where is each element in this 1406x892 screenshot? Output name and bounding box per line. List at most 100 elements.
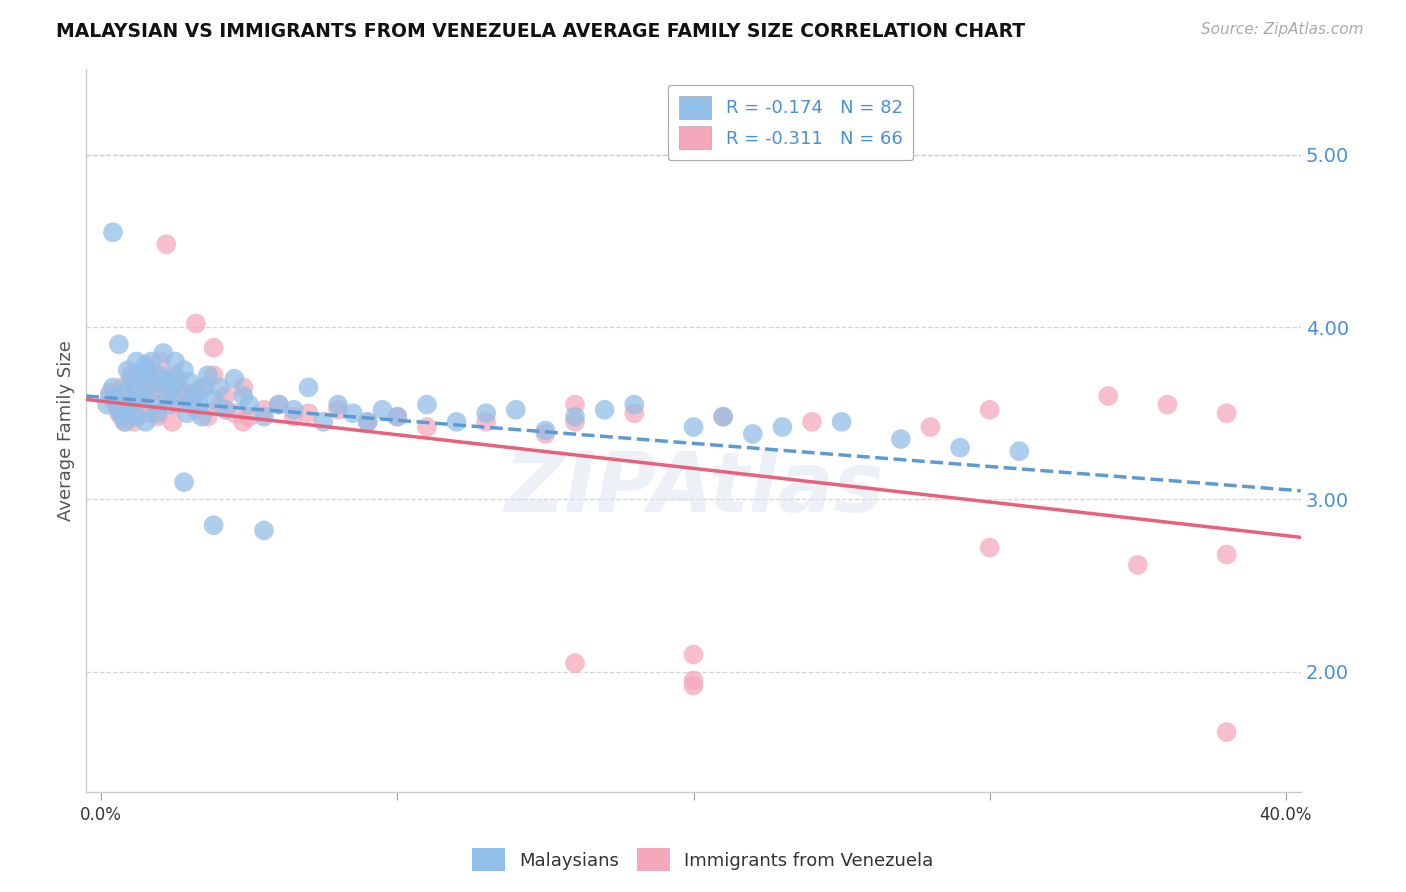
- Point: [326, 402, 349, 417]
- Point: [682, 420, 704, 434]
- Point: [1215, 725, 1237, 739]
- Point: [297, 380, 319, 394]
- Point: [238, 409, 260, 424]
- Point: [267, 398, 290, 412]
- Point: [475, 406, 498, 420]
- Point: [157, 380, 180, 394]
- Point: [173, 475, 195, 490]
- Point: [623, 398, 645, 412]
- Point: [890, 432, 912, 446]
- Point: [155, 389, 177, 403]
- Point: [120, 368, 142, 383]
- Text: ZIPAtlas: ZIPAtlas: [503, 448, 883, 529]
- Point: [831, 415, 853, 429]
- Point: [801, 415, 824, 429]
- Point: [711, 409, 734, 424]
- Point: [187, 398, 209, 412]
- Point: [149, 375, 172, 389]
- Point: [949, 441, 972, 455]
- Point: [1008, 444, 1031, 458]
- Point: [143, 398, 166, 412]
- Point: [214, 402, 236, 417]
- Text: Source: ZipAtlas.com: Source: ZipAtlas.com: [1201, 22, 1364, 37]
- Point: [141, 385, 163, 400]
- Point: [179, 389, 201, 403]
- Point: [208, 398, 231, 412]
- Point: [111, 409, 134, 424]
- Point: [920, 420, 942, 434]
- Point: [143, 368, 166, 383]
- Point: [534, 424, 557, 438]
- Point: [387, 409, 409, 424]
- Point: [387, 409, 409, 424]
- Point: [564, 415, 586, 429]
- Point: [181, 392, 204, 407]
- Y-axis label: Average Family Size: Average Family Size: [58, 340, 75, 521]
- Point: [475, 415, 498, 429]
- Point: [741, 426, 763, 441]
- Point: [173, 363, 195, 377]
- Point: [191, 409, 214, 424]
- Point: [682, 648, 704, 662]
- Point: [623, 406, 645, 420]
- Point: [104, 398, 127, 412]
- Point: [564, 398, 586, 412]
- Point: [165, 354, 187, 368]
- Point: [979, 402, 1001, 417]
- Point: [202, 518, 225, 533]
- Point: [114, 415, 136, 429]
- Point: [98, 385, 121, 400]
- Point: [138, 380, 160, 394]
- Point: [342, 406, 364, 420]
- Point: [114, 415, 136, 429]
- Point: [125, 392, 148, 407]
- Point: [176, 406, 198, 420]
- Text: 0.0%: 0.0%: [80, 806, 122, 824]
- Legend: Malaysians, Immigrants from Venezuela: Malaysians, Immigrants from Venezuela: [465, 841, 941, 879]
- Point: [146, 406, 169, 420]
- Point: [564, 656, 586, 670]
- Point: [326, 398, 349, 412]
- Point: [416, 398, 439, 412]
- Point: [155, 372, 177, 386]
- Point: [979, 541, 1001, 555]
- Point: [253, 409, 276, 424]
- Point: [170, 389, 193, 403]
- Point: [267, 398, 290, 412]
- Point: [143, 375, 166, 389]
- Point: [184, 402, 207, 417]
- Point: [357, 415, 380, 429]
- Point: [117, 363, 139, 377]
- Legend: R = -0.174   N = 82, R = -0.311   N = 66: R = -0.174 N = 82, R = -0.311 N = 66: [668, 85, 914, 160]
- Point: [117, 406, 139, 420]
- Point: [122, 415, 145, 429]
- Point: [416, 420, 439, 434]
- Point: [152, 346, 174, 360]
- Point: [108, 402, 131, 417]
- Point: [505, 402, 527, 417]
- Point: [208, 380, 231, 394]
- Point: [202, 341, 225, 355]
- Point: [120, 398, 142, 412]
- Point: [160, 380, 183, 394]
- Text: 40.0%: 40.0%: [1260, 806, 1312, 824]
- Point: [232, 380, 254, 394]
- Point: [357, 415, 380, 429]
- Point: [108, 337, 131, 351]
- Point: [564, 409, 586, 424]
- Point: [312, 415, 335, 429]
- Point: [224, 372, 246, 386]
- Point: [1215, 406, 1237, 420]
- Point: [114, 385, 136, 400]
- Point: [253, 524, 276, 538]
- Point: [165, 368, 187, 383]
- Point: [108, 406, 131, 420]
- Point: [194, 380, 217, 394]
- Point: [224, 406, 246, 420]
- Point: [141, 354, 163, 368]
- Point: [149, 354, 172, 368]
- Point: [160, 415, 183, 429]
- Point: [135, 363, 157, 377]
- Point: [125, 389, 148, 403]
- Point: [135, 415, 157, 429]
